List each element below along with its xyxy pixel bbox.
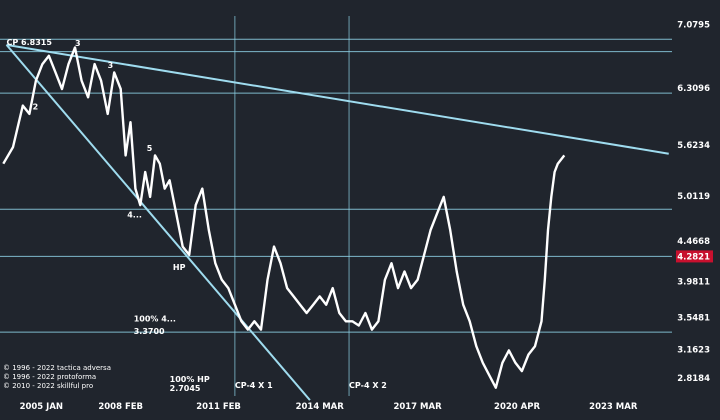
last-price-badge <box>676 250 713 263</box>
copyright-block: © 1996 - 2022 tactica adversa© 1996 - 20… <box>3 364 111 390</box>
annotation-label: 100% 4... <box>134 314 176 323</box>
last-price-label: 4.2821 <box>677 252 710 262</box>
annotation-label: 5 <box>147 144 153 153</box>
annotations: CP 6.8315 2 3 3 5 4... HP 100% 4... 3.3700 100% H… <box>7 38 210 393</box>
x-tick-label: 2017 MAR <box>393 402 442 412</box>
annotation-label: 3 <box>75 39 81 48</box>
y-axis: 7.0795 6.3096 5.6234 5.0119 4.4668 3.9811 3.54… <box>676 20 713 384</box>
x-axis: 2005 JAN 2008 FEB 2011 FEB 2014 MAR 2017 MAR… <box>20 402 638 412</box>
x-tick-label: 2008 FEB <box>98 402 143 412</box>
copyright-line: © 1996 - 2022 tactica adversa <box>3 364 111 372</box>
y-tick-label: 6.3096 <box>677 84 710 94</box>
annotation-label: 2.7045 <box>170 384 201 393</box>
vertical-marker-label: CP-4 X 1 <box>235 381 273 390</box>
annotation-label: 3.3700 <box>134 327 165 336</box>
y-tick-label: 5.6234 <box>677 141 710 151</box>
y-tick-label: 5.0119 <box>677 192 710 202</box>
trendline <box>6 43 669 155</box>
copyright-line: © 1996 - 2022 protoforma <box>3 373 96 381</box>
vertical-marker-label: CP-4 X 2 <box>349 381 387 390</box>
x-tick-label: 2014 MAR <box>296 402 345 412</box>
x-tick-label: 2011 FEB <box>196 402 241 412</box>
annotation-label: 100% HP <box>170 375 210 384</box>
y-tick-label: 7.0795 <box>677 20 710 30</box>
vertical-markers: CP-4 X 1 CP-4 X 2 <box>234 16 387 396</box>
y-tick-label: 3.9811 <box>677 277 710 287</box>
y-tick-label: 4.4668 <box>677 237 710 247</box>
annotation-label: CP 6.8315 <box>7 38 53 47</box>
y-tick-label: 2.8184 <box>677 374 710 384</box>
x-tick-label: 2020 APR <box>494 402 540 412</box>
x-tick-label: 2023 MAR <box>589 402 638 412</box>
annotation-label: 2 <box>33 103 39 112</box>
annotation-label: HP <box>173 263 186 272</box>
trendline <box>5 44 311 401</box>
copyright-line: © 2010 - 2022 skillful pro <box>3 382 93 390</box>
x-tick-label: 2005 JAN <box>20 402 63 412</box>
annotation-label: 4... <box>127 211 142 220</box>
price-series <box>2 46 566 389</box>
price-line <box>2 46 566 389</box>
y-tick-label: 3.5481 <box>677 313 710 323</box>
y-tick-label: 3.1623 <box>677 345 710 355</box>
trendlines <box>5 43 669 401</box>
annotation-label: 3 <box>108 61 114 70</box>
